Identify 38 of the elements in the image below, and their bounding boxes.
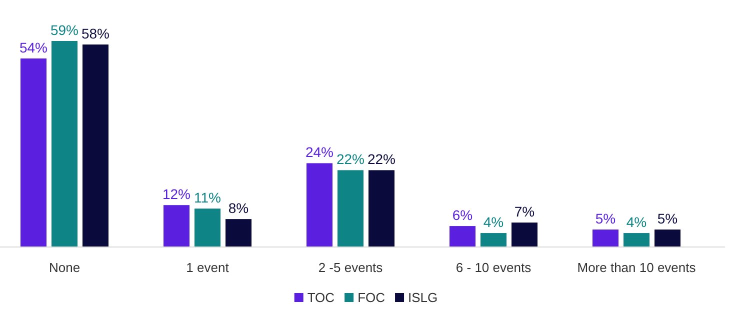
x-tick-label: 1 event xyxy=(186,260,230,276)
data-label: 22% xyxy=(336,151,365,168)
data-label: 4% xyxy=(483,214,504,230)
x-tick-label: None xyxy=(48,260,80,276)
bar xyxy=(480,233,506,247)
bar xyxy=(624,233,650,247)
x-tick-label: 2 -5 events xyxy=(318,260,384,276)
bar xyxy=(450,226,476,247)
bar xyxy=(512,222,538,247)
bar xyxy=(194,208,220,247)
bar xyxy=(592,230,618,247)
data-label: 58% xyxy=(81,25,110,42)
bar xyxy=(52,41,78,247)
bar xyxy=(82,44,108,247)
bar xyxy=(306,163,332,247)
data-label: 6% xyxy=(452,207,473,224)
bar xyxy=(368,170,394,247)
data-label: 4% xyxy=(626,214,647,230)
x-tick-label: More than 10 events xyxy=(577,260,696,276)
bar xyxy=(226,219,252,247)
data-label: 12% xyxy=(162,186,191,202)
bar xyxy=(654,230,680,247)
data-label: 7% xyxy=(514,204,535,220)
data-label: 5% xyxy=(657,210,678,227)
legend-label: FOC xyxy=(358,290,386,305)
data-label: 5% xyxy=(595,210,616,227)
data-label: 11% xyxy=(194,190,221,206)
bar xyxy=(20,58,46,247)
legend-label: TOC xyxy=(307,290,335,305)
bar xyxy=(164,205,190,247)
legend-label: ISLG xyxy=(408,290,438,305)
data-label: 22% xyxy=(367,151,396,168)
bar xyxy=(338,170,364,247)
data-label: 59% xyxy=(50,22,79,38)
data-label: 24% xyxy=(305,144,334,160)
data-label: 54% xyxy=(19,39,48,56)
data-label: 8% xyxy=(228,200,249,216)
x-tick-label: 6 - 10 events xyxy=(456,260,532,276)
